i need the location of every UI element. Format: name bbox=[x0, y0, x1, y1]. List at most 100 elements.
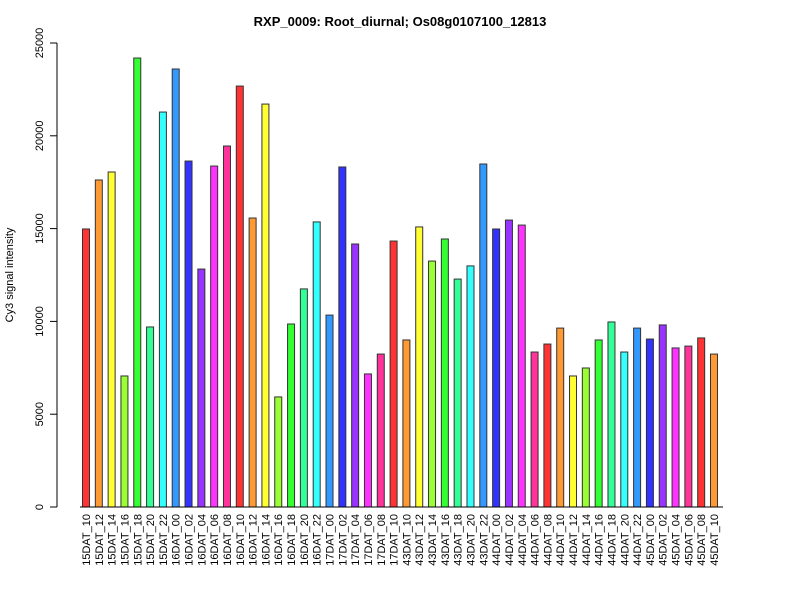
x-tick-label: 44DAT_04 bbox=[517, 514, 529, 566]
x-tick-label: 45DAT_10 bbox=[709, 514, 721, 566]
x-tick-label: 44DAT_10 bbox=[555, 514, 567, 566]
x-tick-label: 16DAT_14 bbox=[260, 514, 272, 566]
y-tick-label: 5000 bbox=[34, 402, 46, 426]
x-tick-label: 43DAT_20 bbox=[465, 514, 477, 566]
bar-17DAT_04 bbox=[351, 243, 360, 508]
x-tick-label: 16DAT_02 bbox=[184, 514, 196, 566]
bar-43DAT_16 bbox=[440, 238, 449, 508]
bar-44DAT_08 bbox=[543, 343, 552, 508]
bar-16DAT_18 bbox=[287, 323, 296, 508]
bar-43DAT_20 bbox=[466, 265, 475, 508]
bar-15DAT_10 bbox=[82, 228, 90, 508]
bar-44DAT_06 bbox=[530, 351, 539, 508]
y-axis-label: Cy3 signal intensity bbox=[4, 227, 16, 322]
bar-43DAT_10 bbox=[402, 339, 411, 508]
x-tick-label: 44DAT_14 bbox=[581, 514, 593, 566]
x-tick-label: 44DAT_16 bbox=[594, 514, 606, 566]
bar-16DAT_14 bbox=[261, 103, 270, 508]
bar-16DAT_00 bbox=[171, 68, 180, 508]
x-tick-labels: 15DAT_10 15DAT_12 15DAT_14 15DAT_16 15DAT_18… bbox=[81, 514, 721, 566]
bar-15DAT_22 bbox=[158, 111, 167, 508]
chart-title: RXP_0009: Root_diurnal; Os08g0107100_128… bbox=[254, 14, 547, 29]
x-tick-label: 44DAT_20 bbox=[619, 514, 631, 566]
x-tick-label: 15DAT_14 bbox=[107, 514, 119, 566]
bar-43DAT_18 bbox=[453, 278, 462, 508]
x-tick-label: 45DAT_02 bbox=[658, 514, 670, 566]
x-tick-label: 16DAT_04 bbox=[196, 514, 208, 566]
x-tick-label: 16DAT_16 bbox=[273, 514, 285, 566]
x-tick-label: 43DAT_18 bbox=[453, 514, 465, 566]
bar-44DAT_04 bbox=[517, 224, 526, 508]
y-tick-label: 0 bbox=[34, 504, 46, 510]
x-tick-label: 44DAT_02 bbox=[504, 514, 516, 566]
bar-15DAT_16 bbox=[120, 375, 129, 508]
x-tick-label: 17DAT_10 bbox=[389, 514, 401, 566]
y-tick-label: 10000 bbox=[34, 306, 46, 337]
x-tick-label: 45DAT_06 bbox=[683, 514, 695, 566]
bar-15DAT_14 bbox=[107, 171, 116, 508]
bar-45DAT_10 bbox=[710, 353, 718, 508]
x-tick-label: 17DAT_02 bbox=[337, 514, 349, 566]
x-tick-label: 16DAT_06 bbox=[209, 514, 221, 566]
x-tick-label: 43DAT_16 bbox=[440, 514, 452, 566]
x-tick-label: 16DAT_18 bbox=[286, 514, 298, 566]
bar-43DAT_14 bbox=[428, 260, 437, 508]
x-tick-label: 43DAT_14 bbox=[427, 514, 439, 566]
bar-44DAT_20 bbox=[620, 351, 629, 508]
x-tick-label: 43DAT_22 bbox=[478, 514, 490, 566]
bar-17DAT_08 bbox=[376, 353, 385, 508]
bar-16DAT_22 bbox=[312, 221, 321, 508]
bar-45DAT_00 bbox=[645, 338, 654, 508]
x-tick-label: 45DAT_00 bbox=[645, 514, 657, 566]
bar-15DAT_20 bbox=[146, 326, 155, 508]
bar-17DAT_10 bbox=[389, 240, 398, 508]
bar-16DAT_16 bbox=[274, 396, 283, 508]
y-tick-label: 15000 bbox=[34, 213, 46, 244]
bar-44DAT_02 bbox=[504, 219, 513, 508]
bar-45DAT_08 bbox=[697, 337, 706, 508]
x-tick-label: 16DAT_08 bbox=[222, 514, 234, 566]
x-tick-label: 45DAT_04 bbox=[671, 514, 683, 566]
bar-16DAT_12 bbox=[248, 217, 257, 508]
bar-16DAT_04 bbox=[197, 268, 206, 508]
bar-44DAT_14 bbox=[581, 367, 590, 508]
bar-15DAT_18 bbox=[133, 57, 142, 508]
bar-16DAT_08 bbox=[222, 145, 231, 508]
bar-16DAT_02 bbox=[184, 160, 193, 508]
x-tick-label: 44DAT_00 bbox=[491, 514, 503, 566]
bar-43DAT_22 bbox=[479, 163, 488, 508]
x-tick-label: 43DAT_10 bbox=[401, 514, 413, 566]
x-tick-label: 16DAT_10 bbox=[235, 514, 247, 566]
x-tick-label: 16DAT_00 bbox=[171, 514, 183, 566]
bar-16DAT_20 bbox=[299, 288, 308, 508]
bars bbox=[82, 57, 718, 508]
x-tick-label: 16DAT_20 bbox=[299, 514, 311, 566]
bar-17DAT_02 bbox=[338, 166, 347, 508]
x-tick-label: 15DAT_18 bbox=[132, 514, 144, 566]
x-tick-label: 16DAT_12 bbox=[248, 514, 260, 566]
x-tick-label: 15DAT_10 bbox=[81, 514, 93, 566]
bar-16DAT_06 bbox=[210, 165, 219, 508]
x-tick-label: 16DAT_22 bbox=[312, 514, 324, 566]
x-tick-label: 17DAT_04 bbox=[350, 514, 362, 566]
x-tick-label: 15DAT_16 bbox=[119, 514, 131, 566]
bar-16DAT_10 bbox=[235, 85, 244, 508]
bar-45DAT_06 bbox=[684, 345, 693, 508]
bar-17DAT_00 bbox=[325, 314, 334, 508]
x-tick-label: 17DAT_00 bbox=[325, 514, 337, 566]
x-tick-label: 45DAT_08 bbox=[696, 514, 708, 566]
x-tick-label: 15DAT_20 bbox=[145, 514, 157, 566]
bar-45DAT_02 bbox=[658, 324, 667, 508]
x-tick-label: 44DAT_18 bbox=[606, 514, 618, 566]
x-tick-label: 44DAT_06 bbox=[530, 514, 542, 566]
bar-15DAT_12 bbox=[94, 179, 103, 508]
bar-45DAT_04 bbox=[671, 347, 680, 508]
x-tick-label: 17DAT_06 bbox=[363, 514, 375, 566]
bar-44DAT_00 bbox=[492, 228, 501, 508]
x-tick-label: 15DAT_12 bbox=[94, 514, 106, 566]
x-tick-label: 44DAT_12 bbox=[568, 514, 580, 566]
y-tick-label: 25000 bbox=[34, 28, 46, 59]
bar-43DAT_12 bbox=[415, 226, 424, 508]
